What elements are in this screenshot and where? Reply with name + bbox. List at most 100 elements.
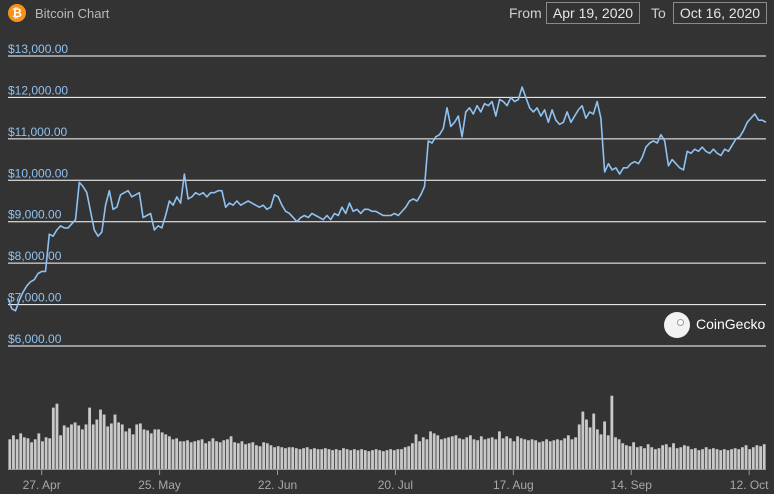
volume-bar	[48, 438, 52, 469]
gecko-logo-icon	[664, 312, 690, 338]
brand-name: CoinGecko	[696, 316, 766, 332]
to-date-input[interactable]: Oct 16, 2020	[673, 2, 767, 24]
volume-bar	[610, 395, 614, 469]
volume-bar	[294, 448, 298, 469]
volume-bar	[334, 449, 338, 469]
volume-bar	[465, 437, 469, 469]
volume-bar	[302, 448, 305, 469]
volume-bar	[316, 449, 320, 469]
volume-bar	[70, 424, 73, 469]
volume-bar	[559, 440, 563, 469]
volume-bar	[461, 439, 465, 469]
volume-bar	[421, 437, 425, 469]
volume-bar	[657, 448, 661, 469]
volume-bar	[207, 441, 211, 469]
volume-bar	[755, 445, 759, 469]
volume-bar	[403, 447, 407, 469]
volume-bar	[135, 424, 139, 469]
volume-bar	[693, 448, 697, 469]
volume-bar	[342, 448, 345, 469]
volume-bar	[476, 440, 480, 469]
volume-bar	[436, 435, 440, 469]
volume-bar	[131, 434, 135, 469]
volume-bar	[120, 424, 124, 469]
volume-bar	[400, 449, 403, 469]
volume-bar	[661, 445, 665, 469]
volume-bar	[715, 449, 719, 469]
volume-bar	[323, 448, 327, 469]
volume-bar	[733, 448, 737, 469]
volume-bar	[211, 438, 215, 469]
volume-bar	[469, 435, 472, 469]
volume-bar	[233, 442, 237, 469]
volume-bar	[570, 439, 574, 469]
volume-bar	[483, 439, 487, 469]
volume-bar	[574, 437, 578, 469]
y-tick-label: $12,000.00	[8, 83, 68, 97]
volume-bar	[62, 425, 66, 469]
price-series	[7, 86, 767, 312]
x-tick-label: 17. Aug	[493, 478, 534, 492]
volume-bar	[298, 449, 302, 469]
volume-bar	[44, 437, 48, 469]
volume-bar	[592, 413, 596, 469]
volume-bar	[196, 440, 200, 469]
volume-bar	[588, 427, 592, 469]
volume-bar	[744, 445, 748, 469]
from-date-input[interactable]: Apr 19, 2020	[546, 2, 640, 24]
volume-bar	[534, 440, 538, 469]
volume-bar	[599, 434, 603, 469]
volume-bar	[164, 434, 168, 469]
x-axis: 27. Apr 25. May 22. Jun 20. Jul 17. Aug 14. S…	[8, 469, 769, 492]
x-tick-label: 27. Apr	[23, 478, 61, 492]
volume-bar	[309, 449, 313, 469]
volume-bar	[12, 435, 15, 469]
volume-bar	[490, 437, 494, 469]
volume-bar	[8, 439, 12, 469]
volume-bar	[701, 449, 704, 469]
volume-bar	[737, 449, 741, 469]
volume-bar	[193, 441, 197, 469]
volume-bar	[55, 403, 59, 469]
volume-bar	[385, 450, 389, 469]
volume-bar	[313, 448, 316, 469]
volume-bar	[178, 441, 182, 469]
volume-bar	[414, 434, 418, 469]
volume-bar	[273, 447, 276, 469]
volume-bar	[331, 450, 335, 469]
volume-bar	[577, 424, 581, 469]
x-tick-label: 14. Sep	[611, 478, 653, 492]
volume-bar	[523, 439, 527, 469]
volume-bar	[80, 429, 84, 469]
x-tick-label: 12. Oct	[730, 478, 769, 492]
volume-bar	[494, 439, 498, 469]
volume-bar	[320, 449, 324, 469]
volume-bar	[675, 448, 679, 469]
volume-bar	[124, 431, 128, 469]
volume-bar	[516, 436, 519, 469]
volume-bar	[258, 446, 262, 469]
grid-lines	[8, 55, 766, 347]
volume-bar	[545, 439, 548, 469]
y-tick-label: $9,000.00	[8, 208, 62, 222]
volume-bar	[537, 442, 541, 469]
volume-bar	[226, 439, 229, 469]
volume-bar	[527, 440, 530, 469]
volume-bar	[77, 425, 81, 469]
x-tick-label: 25. May	[138, 478, 181, 492]
volume-bar	[624, 445, 628, 469]
volume-bar	[690, 449, 694, 469]
volume-bar	[617, 439, 621, 469]
volume-bar	[160, 432, 164, 469]
volume-bar	[244, 444, 247, 469]
volume-bar	[378, 450, 382, 469]
volume-bar	[175, 438, 179, 469]
volume-bar	[305, 447, 309, 469]
volume-bar	[508, 438, 512, 469]
volume-bar	[109, 423, 113, 469]
volume-bar	[327, 449, 331, 469]
volume-bar	[450, 436, 454, 469]
volume-bar	[748, 449, 752, 469]
volume-bar	[566, 435, 570, 469]
